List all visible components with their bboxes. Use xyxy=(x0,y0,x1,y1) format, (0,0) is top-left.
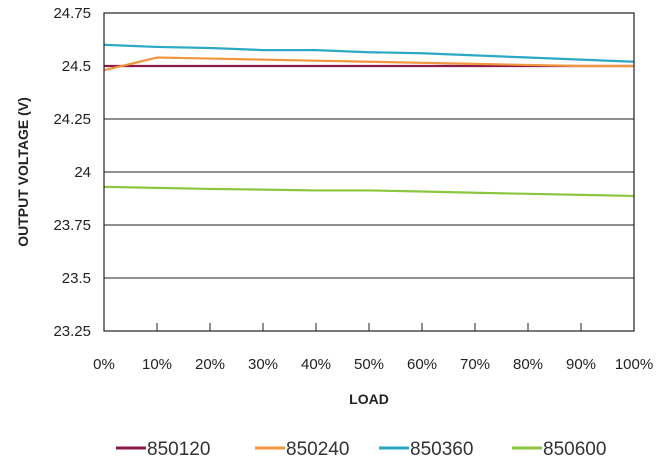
y-tick-label: 24.5 xyxy=(62,58,91,75)
legend-label: 850600 xyxy=(543,439,606,460)
y-tick-label: 23.25 xyxy=(53,323,91,340)
x-tick-label: 40% xyxy=(301,356,331,373)
x-tick-label: 90% xyxy=(566,356,596,373)
y-tick-label: 24.75 xyxy=(53,5,91,22)
legend-item-850600: 850600 xyxy=(512,439,606,460)
y-tick-labels: 24.75 24.5 24.25 24 23.75 23.5 23.25 xyxy=(53,5,91,340)
x-tick-label: 100% xyxy=(615,356,653,373)
legend-item-850360: 850360 xyxy=(379,439,473,460)
legend-label: 850120 xyxy=(147,439,210,460)
x-tick-label: 10% xyxy=(142,356,172,373)
x-tick-label: 20% xyxy=(195,356,225,373)
x-tick-label: 30% xyxy=(248,356,278,373)
legend: 850120 850240 850360 850600 xyxy=(116,439,606,460)
y-tick-label: 23.75 xyxy=(53,217,91,234)
series-lines xyxy=(103,43,635,198)
x-tick-label: 70% xyxy=(460,356,490,373)
plot-frame xyxy=(103,12,635,332)
x-axis-title: LOAD xyxy=(349,391,389,407)
y-tick-label: 24 xyxy=(74,164,91,181)
x-tick-labels: 0% 10% 20% 30% 40% 50% 60% 70% 80% 90% 100% xyxy=(93,356,653,373)
legend-item-850120: 850120 xyxy=(116,439,210,460)
series-line-850360 xyxy=(103,43,635,63)
series-line-850600 xyxy=(103,185,635,198)
x-tick-label: 50% xyxy=(354,356,384,373)
x-tick-label: 80% xyxy=(513,356,543,373)
y-tick-label: 24.25 xyxy=(53,111,91,128)
x-tick-label: 60% xyxy=(407,356,437,373)
x-tick-label: 0% xyxy=(93,356,115,373)
legend-label: 850360 xyxy=(410,439,473,460)
y-tick-label: 23.5 xyxy=(62,270,91,287)
legend-item-850240: 850240 xyxy=(255,439,349,460)
series-line-850240 xyxy=(103,56,634,72)
legend-label: 850240 xyxy=(286,439,349,460)
y-axis-title: OUTPUT VOLTAGE (V) xyxy=(15,97,31,247)
